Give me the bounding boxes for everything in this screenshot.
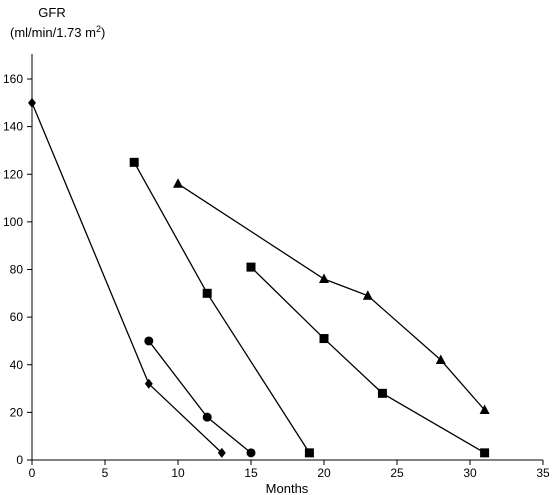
y-tick-label: 160 — [3, 72, 23, 86]
circle-marker — [202, 412, 212, 422]
series-1-line — [31, 102, 223, 454]
triangle-marker — [173, 178, 183, 188]
square-marker — [319, 334, 329, 344]
circle-marker — [144, 336, 154, 346]
x-tick-label: 25 — [390, 466, 404, 480]
square-marker — [246, 262, 256, 272]
x-axis-title: Months — [266, 481, 309, 495]
diamond-marker — [217, 447, 226, 458]
x-tick-label: 20 — [317, 466, 331, 480]
x-tick-label: 35 — [536, 466, 550, 480]
y-tick-label: 100 — [3, 215, 23, 229]
triangle-marker — [362, 290, 373, 300]
series-4-line — [250, 266, 485, 454]
square-marker — [377, 388, 387, 398]
series-group — [28, 97, 490, 458]
y-tick-label: 0 — [16, 453, 23, 467]
series-5-line — [177, 183, 486, 411]
x-tick-label: 5 — [102, 466, 109, 480]
y-tick-label: 60 — [10, 310, 24, 324]
series-1 — [28, 97, 226, 458]
y-tick-label: 120 — [3, 167, 23, 181]
series-3-line — [133, 162, 310, 454]
y-tick-label: 80 — [10, 263, 24, 277]
triangle-marker — [435, 354, 446, 364]
x-tick-label: 15 — [244, 466, 258, 480]
series-4 — [246, 262, 490, 458]
triangle-marker — [319, 273, 329, 284]
square-marker — [202, 288, 212, 298]
y-tick-label: 140 — [3, 120, 23, 134]
y-axis-title-line1: GFR — [38, 5, 65, 20]
y-axis-title-line2: (ml/min/1.73 m2) — [10, 24, 105, 40]
diamond-marker — [144, 378, 153, 389]
x-tick-label: 0 — [29, 466, 36, 480]
series-2 — [144, 336, 256, 458]
y-tick-label: 40 — [10, 358, 24, 372]
x-tick-label: 30 — [463, 466, 477, 480]
x-tick-label: 10 — [171, 466, 185, 480]
square-marker — [304, 448, 314, 458]
series-2-line — [148, 340, 252, 454]
square-marker — [480, 448, 490, 458]
triangle-marker — [479, 404, 490, 414]
x-axis-ticks: 0 5 10 15 20 25 30 35 — [29, 460, 550, 480]
y-tick-label: 20 — [10, 405, 24, 419]
diamond-marker — [28, 97, 36, 108]
series-5 — [173, 178, 490, 414]
square-marker — [129, 157, 139, 167]
circle-marker — [246, 448, 256, 458]
series-3 — [129, 157, 314, 458]
y-axis-ticks: 0 20 40 60 80 100 120 140 160 — [3, 72, 32, 467]
